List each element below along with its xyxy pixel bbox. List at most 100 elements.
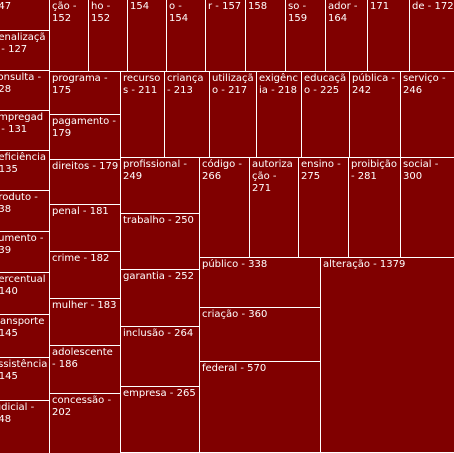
treemap-cell-label: fixação - 154 <box>169 1 189 24</box>
treemap-cell: fixação - 154 <box>167 0 206 72</box>
treemap-cell: código - 266 <box>200 158 250 258</box>
treemap-cell-label: pagamento - 179 <box>52 116 117 139</box>
treemap-cell: processo - 159 <box>286 0 326 72</box>
treemap-cell: profissional - 249 <box>121 158 200 214</box>
treemap-cell: federal - 570 <box>200 362 321 453</box>
treemap-cell: criança - 213 <box>165 72 210 158</box>
treemap-cell: social - 300 <box>401 158 454 258</box>
treemap-cell: aumento - 139 <box>0 232 50 273</box>
treemap-cell-label: proibição - 281 <box>351 159 398 182</box>
treemap-cell-label: criança - 213 <box>167 73 204 96</box>
treemap-cell-label: pública - 242 <box>352 73 396 96</box>
treemap-cell: pagamento - 179 <box>50 115 121 160</box>
treemap-cell-label: transporte - 145 <box>0 316 45 339</box>
treemap-cell: deficiência - 135 <box>0 151 50 191</box>
treemap-cell: autorização - 271 <box>250 158 299 258</box>
treemap-cell: trabalhador - 164 <box>326 0 368 72</box>
treemap-cell: criação - 360 <box>200 308 321 362</box>
treemap-cell: recursos - 211 <box>121 72 165 158</box>
treemap-cell-label: crime - 182 <box>52 253 110 264</box>
treemap-cell-label: alteração - 1379 <box>323 259 406 270</box>
treemap-cell-label: exigência - 218 <box>259 73 299 96</box>
treemap-cell-label: penalização - 127 <box>0 32 46 55</box>
treemap-cell-label: serviço - 246 <box>403 73 446 96</box>
treemap-cell-label: ensino - 275 <box>301 159 341 182</box>
treemap-cell: pública - 242 <box>350 72 401 158</box>
treemap-cell: produto - 138 <box>0 191 50 232</box>
treemap-cell-label: garantia - 252 <box>123 271 194 282</box>
treemap-cell-label: código - 266 <box>202 159 242 182</box>
treemap-cell: assistência - 145 <box>0 358 50 401</box>
treemap-cell-label: percentual - 140 <box>0 274 46 297</box>
treemap-cell: exigência - 218 <box>257 72 302 158</box>
treemap-cell-label: processo - 159 <box>288 1 308 24</box>
treemap-cell-label: produto - 138 <box>0 192 38 215</box>
treemap-cell-label: renda - 158 <box>248 1 268 12</box>
treemap-cell: penalidade - 172 <box>410 0 454 72</box>
treemap-cell-label: trabalhador - 164 <box>328 1 358 24</box>
treemap-cell: empregado - 131 <box>0 111 50 151</box>
treemap-cell: saúde - 171 <box>368 0 410 72</box>
treemap-cell-label: judicial - 148 <box>0 402 35 425</box>
treemap-cell: empresa - 265 <box>121 387 200 453</box>
treemap-cell-label: estatuto - 147 <box>0 1 12 12</box>
treemap-cell-label: mulher - 183 <box>52 300 117 311</box>
treemap-cell-label: deficiência - 135 <box>0 152 46 175</box>
treemap-cell: consulta - 128 <box>0 71 50 111</box>
treemap-cell: direitos - 179 <box>50 160 121 205</box>
treemap-cell-label: criação - 360 <box>202 309 268 320</box>
treemap-cell: utilização - 217 <box>210 72 257 158</box>
treemap-cell: penalização - 127 <box>0 31 50 71</box>
treemap-cell: estatuto - 147 <box>0 0 50 31</box>
treemap-cell-label: aumento - 139 <box>0 233 44 256</box>
treemap-cell-label: utilização - 217 <box>212 73 254 96</box>
treemap-cell: adolescente - 186 <box>50 346 121 394</box>
treemap-cell: penal - 181 <box>50 205 121 252</box>
treemap-cell: trabalho - 250 <box>121 214 200 270</box>
treemap-cell: renda - 158 <box>246 0 286 72</box>
treemap-cell: público - 338 <box>200 258 321 308</box>
treemap-cell: garantia - 252 <box>121 270 200 327</box>
treemap-cell: rural - 154 <box>128 0 167 72</box>
treemap-cell-label: programa - 175 <box>52 73 108 96</box>
treemap-cell: transporte - 145 <box>0 315 50 358</box>
treemap-cell-label: federal - 570 <box>202 363 267 374</box>
treemap-cell: educação - 225 <box>302 72 350 158</box>
treemap-cell: crime - 182 <box>50 252 121 299</box>
treemap-cell-label: saúde - 171 <box>370 1 390 12</box>
treemap-cell-label: assistência - 145 <box>0 359 48 382</box>
treemap-cell-label: infrator - 157 <box>208 1 242 12</box>
treemap-cell: concessão - 202 <box>50 394 121 453</box>
treemap-cell: mulher - 183 <box>50 299 121 346</box>
treemap-cell: inclusão - 264 <box>121 327 200 387</box>
treemap-cell-label: concessão - 202 <box>52 395 112 418</box>
treemap-cell: proibição - 281 <box>349 158 401 258</box>
treemap-cell-label: adolescente - 186 <box>52 347 113 370</box>
treemap-cell-label: profissional - 249 <box>123 159 188 182</box>
treemap-cell-label: penalidade - 172 <box>412 1 454 12</box>
treemap-cell-label: empregado - 131 <box>0 112 44 135</box>
treemap-cell-label: recursos - 211 <box>123 73 161 96</box>
treemap-cell: judicial - 148 <box>0 401 50 453</box>
treemap-cell: alteração - 1379 <box>321 258 454 453</box>
treemap-cell: programa - 175 <box>50 72 121 115</box>
treemap-cell-label: direitos - 179 <box>52 161 119 172</box>
treemap-cell-label: rural - 154 <box>130 1 150 12</box>
treemap-cell-label: conselho - 152 <box>91 1 111 24</box>
treemap-cell-label: consulta - 128 <box>0 72 42 95</box>
treemap-cell-label: legislação - 152 <box>52 1 77 24</box>
treemap-cell-label: educação - 225 <box>304 73 347 96</box>
treemap-cell-label: empresa - 265 <box>123 388 196 399</box>
treemap-cell-label: inclusão - 264 <box>123 328 194 339</box>
treemap-cell: percentual - 140 <box>0 273 50 315</box>
treemap-cell: infrator - 157 <box>206 0 246 72</box>
treemap-cell: legislação - 152 <box>50 0 89 72</box>
treemap-cell: serviço - 246 <box>401 72 454 158</box>
treemap-cell: conselho - 152 <box>89 0 128 72</box>
treemap-cell-label: penal - 181 <box>52 206 109 217</box>
treemap-cell-label: social - 300 <box>403 159 439 182</box>
treemap-cell-label: público - 338 <box>202 259 268 270</box>
treemap-cell-label: autorização - 271 <box>252 159 293 194</box>
treemap-cell: ensino - 275 <box>299 158 349 258</box>
